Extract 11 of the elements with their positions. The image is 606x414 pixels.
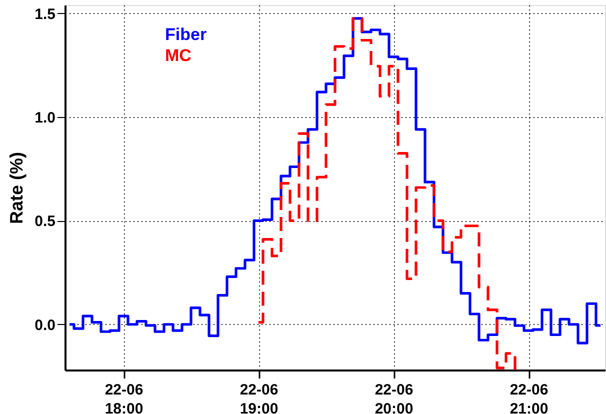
y-tick-label: 1.5: [34, 6, 56, 23]
x-tick-label: 22-06 19:00: [240, 382, 278, 414]
x-tick-label: 22-06 20:00: [374, 382, 414, 414]
y-tick-label: 1.0: [34, 109, 56, 126]
y-tick-label: 0.0: [34, 316, 56, 334]
y-tick-label: 0.5: [34, 213, 56, 230]
text: MC: [165, 46, 192, 65]
x-tick-label: 22-06 18:00: [104, 382, 144, 414]
x-tick-label: 22-06 21:00: [510, 382, 548, 414]
y-axis-title: Rate (%): [6, 152, 27, 224]
text: Fiber: [165, 25, 207, 44]
